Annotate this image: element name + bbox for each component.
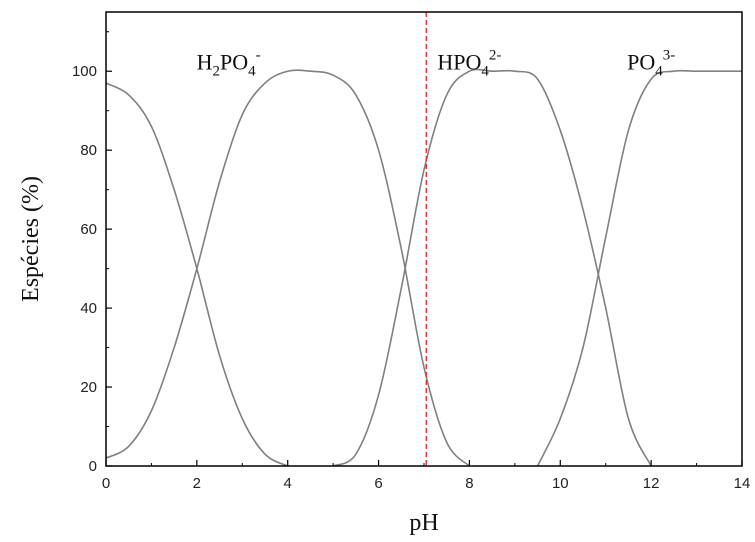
species-curves <box>105 68 742 467</box>
x-tick-label: 10 <box>552 475 569 492</box>
y-tick-label: 100 <box>72 63 97 80</box>
x-tick-label: 14 <box>734 475 751 492</box>
y-tick-label: 60 <box>80 221 97 238</box>
y-axis-title: Espécies (%) <box>18 176 44 302</box>
x-tick-label: 12 <box>643 475 660 492</box>
y-axis-ticks: 0 20 40 60 80 100 <box>72 31 112 475</box>
x-tick-label: 4 <box>284 475 292 492</box>
x-tick-label: 2 <box>193 475 201 492</box>
x-axis-title: pH <box>409 510 438 536</box>
species-label-3: PO43- <box>627 47 675 79</box>
series-line-2 <box>105 69 471 467</box>
species-labels: H2PO4- HPO42- PO43- <box>197 47 676 79</box>
species-label-1: H2PO4- <box>197 47 261 79</box>
y-tick-label: 0 <box>89 458 97 475</box>
x-tick-label: 8 <box>465 475 473 492</box>
series-line-3 <box>332 68 652 467</box>
y-tick-label: 80 <box>80 142 97 159</box>
plot-frame <box>105 11 743 467</box>
y-tick-label: 40 <box>80 300 97 317</box>
y-tick-label: 20 <box>80 379 97 396</box>
x-axis-ticks: 0 2 4 6 8 10 12 14 <box>102 460 751 492</box>
species-label-2: HPO42- <box>437 47 501 79</box>
series-line-4 <box>536 69 742 467</box>
x-tick-label: 0 <box>102 475 110 492</box>
x-tick-label: 6 <box>374 475 382 492</box>
series-line-1 <box>105 82 289 467</box>
